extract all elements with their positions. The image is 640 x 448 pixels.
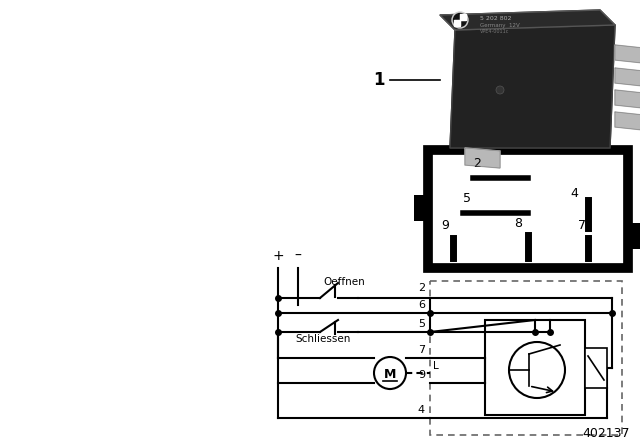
Polygon shape — [615, 45, 640, 63]
Polygon shape — [450, 25, 615, 148]
Text: +: + — [272, 249, 284, 263]
Polygon shape — [615, 68, 640, 86]
Bar — [428, 150, 628, 268]
Text: 4: 4 — [418, 405, 425, 415]
Text: 5: 5 — [463, 192, 471, 205]
Text: 7: 7 — [578, 219, 586, 232]
Polygon shape — [440, 10, 615, 30]
Circle shape — [454, 13, 467, 26]
Text: 7: 7 — [418, 345, 425, 355]
Text: 9: 9 — [441, 219, 449, 232]
Circle shape — [496, 86, 504, 94]
Text: 402137: 402137 — [582, 427, 630, 440]
Text: –: – — [294, 249, 301, 263]
Text: 6: 6 — [418, 300, 425, 310]
Text: 5 202 802: 5 202 802 — [480, 16, 511, 21]
Text: Oeffnen: Oeffnen — [323, 277, 365, 287]
Polygon shape — [465, 148, 500, 168]
Circle shape — [374, 357, 406, 389]
Text: Germany  12V: Germany 12V — [480, 22, 520, 27]
Circle shape — [509, 342, 565, 398]
Bar — [485, 320, 585, 415]
Bar — [414, 195, 428, 221]
Text: VPE4-0011c: VPE4-0011c — [480, 29, 509, 34]
Text: 2: 2 — [473, 157, 481, 170]
Text: 8: 8 — [514, 217, 522, 230]
Text: 4: 4 — [570, 187, 578, 200]
Text: 9: 9 — [418, 370, 425, 380]
Text: M: M — [384, 367, 396, 380]
Bar — [430, 281, 622, 435]
Polygon shape — [454, 20, 460, 26]
Text: Schliessen: Schliessen — [295, 334, 350, 344]
Bar — [628, 223, 640, 249]
Polygon shape — [615, 90, 640, 108]
Text: 5: 5 — [418, 319, 425, 329]
Bar — [585, 348, 607, 388]
Text: L: L — [433, 361, 439, 371]
Text: 2: 2 — [418, 283, 425, 293]
Text: 1: 1 — [374, 71, 385, 89]
Polygon shape — [615, 112, 640, 130]
Polygon shape — [460, 14, 466, 20]
Circle shape — [452, 12, 468, 28]
